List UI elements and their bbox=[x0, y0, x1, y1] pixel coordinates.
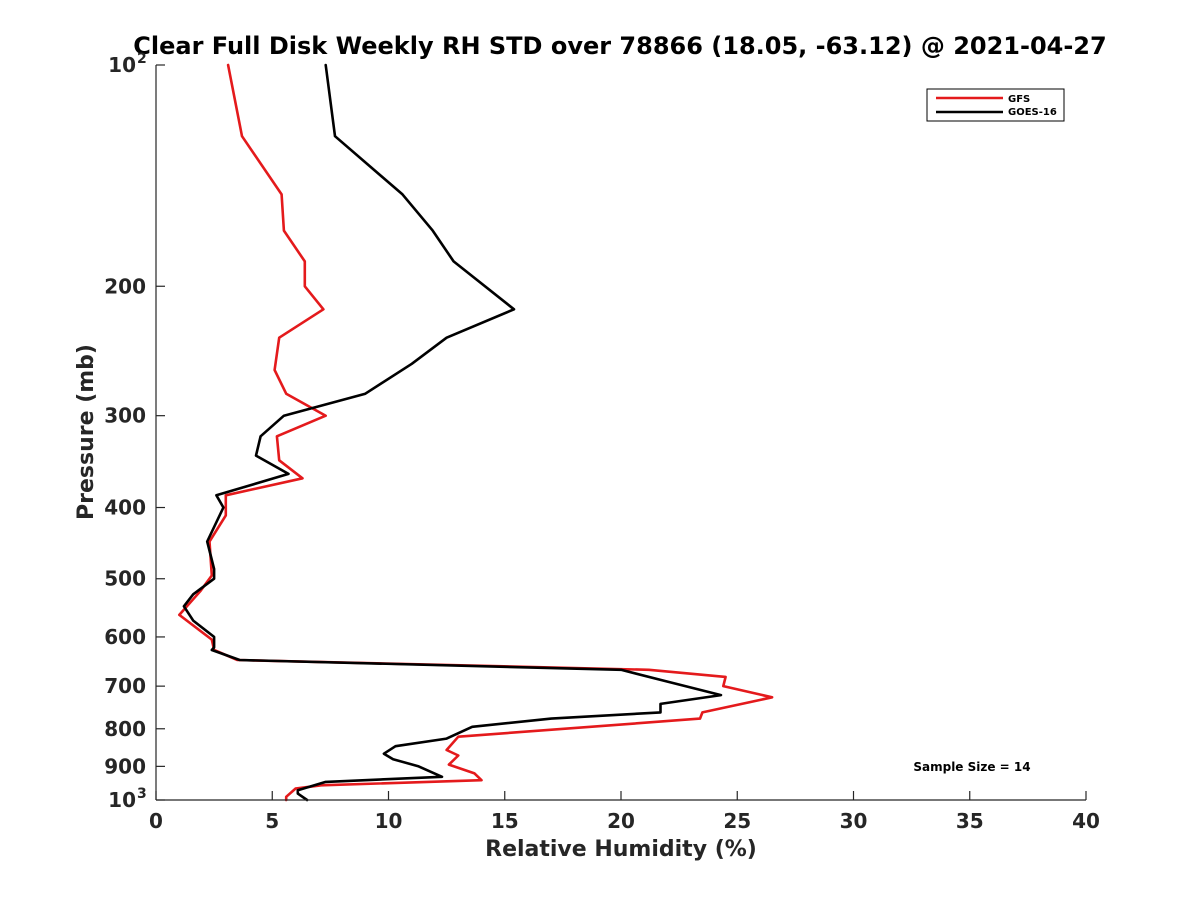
legend: GFS GOES-16 bbox=[926, 88, 1065, 122]
legend-label-goes16: GOES-16 bbox=[1008, 107, 1057, 118]
x-tick-label: 35 bbox=[956, 809, 984, 833]
x-tick-label: 15 bbox=[491, 809, 519, 833]
x-tick-label: 30 bbox=[840, 809, 868, 833]
x-tick-label: 25 bbox=[723, 809, 751, 833]
y-tick-label: 600 bbox=[104, 625, 146, 649]
x-axis-ticks: 0 5 10 15 20 25 30 35 40 bbox=[149, 791, 1100, 833]
y-tick-label: 500 bbox=[104, 567, 146, 591]
x-tick-label: 5 bbox=[265, 809, 279, 833]
y-tick-label: 200 bbox=[104, 274, 146, 298]
x-axis-label: Relative Humidity (%) bbox=[485, 837, 757, 862]
x-tick-label: 0 bbox=[149, 809, 163, 833]
series-line-goes16 bbox=[182, 63, 723, 802]
y-axis-label: Pressure (mb) bbox=[74, 344, 99, 520]
x-tick-label: 20 bbox=[607, 809, 635, 833]
chart-title: Clear Full Disk Weekly RH STD over 78866… bbox=[133, 32, 1106, 60]
y-tick-exponent-bottom: 3 bbox=[137, 786, 147, 802]
y-tick-label: 400 bbox=[104, 496, 146, 520]
y-tick-label-bottom: 10 bbox=[108, 788, 136, 812]
sample-size-annotation: Sample Size = 14 bbox=[913, 760, 1030, 774]
axes bbox=[155, 65, 1086, 801]
series-line-gfs bbox=[178, 63, 774, 802]
y-tick-label: 900 bbox=[104, 754, 146, 778]
y-tick-label: 700 bbox=[104, 674, 146, 698]
y-tick-label: 300 bbox=[104, 404, 146, 428]
x-tick-label: 10 bbox=[375, 809, 403, 833]
legend-label-gfs: GFS bbox=[1008, 94, 1030, 105]
y-tick-label: 800 bbox=[104, 717, 146, 741]
y-tick-label-top: 10 bbox=[108, 53, 136, 77]
x-tick-label: 40 bbox=[1072, 809, 1100, 833]
series-layer bbox=[178, 63, 774, 802]
legend-box bbox=[926, 88, 1065, 122]
y-tick-exponent-top: 2 bbox=[137, 51, 147, 67]
